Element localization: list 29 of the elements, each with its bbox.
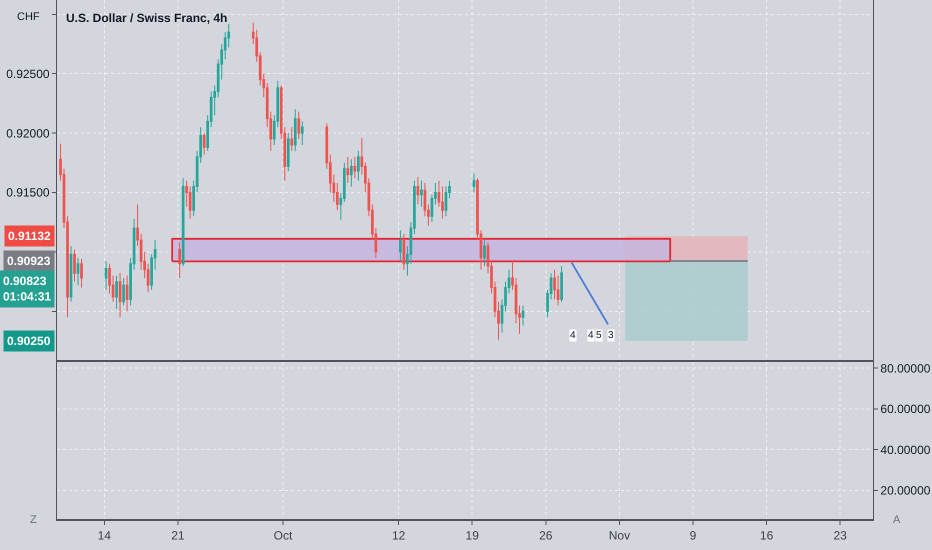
y-tick-label: 40.00000 [880,442,931,457]
text: 0.90923 [7,254,51,268]
x-tick-label: Oct [274,528,294,542]
annotation: 4 [588,330,594,341]
x-tick-label: 16 [760,528,774,542]
x-tick-label: 14 [98,528,112,542]
text: 0.90823 01:04:31 [3,274,52,304]
text: 0.90250 [7,334,51,348]
x-tick-label: 12 [392,528,406,542]
x-tick-label: 19 [466,528,480,542]
y-tick-label: 0.92000 [6,126,50,140]
text: 0.91132 [8,229,52,243]
x-tick-label: 23 [833,528,848,542]
y-tick-label: 80.00000 [880,361,931,376]
text: A [893,514,901,526]
x-tick-label: 26 [539,528,553,542]
annotation: 5 [596,330,602,341]
y-tick-label: 20.00000 [880,484,931,498]
y-tick-label: 0.92500 [6,66,50,81]
annotation: 4 [570,330,576,341]
x-tick-label: Nov [608,528,630,542]
y-tick-label: 0.91500 [6,186,50,200]
x-tick-label: 21 [171,528,185,542]
x-tick-label: 9 [690,528,697,542]
text: Z [30,514,37,526]
y-tick-label: 60.00000 [880,402,931,416]
annotation: 3 [608,330,614,341]
y-axis-title: CHF [17,11,40,23]
text: U.S. Dollar / Swiss Franc, 4h [66,11,228,25]
